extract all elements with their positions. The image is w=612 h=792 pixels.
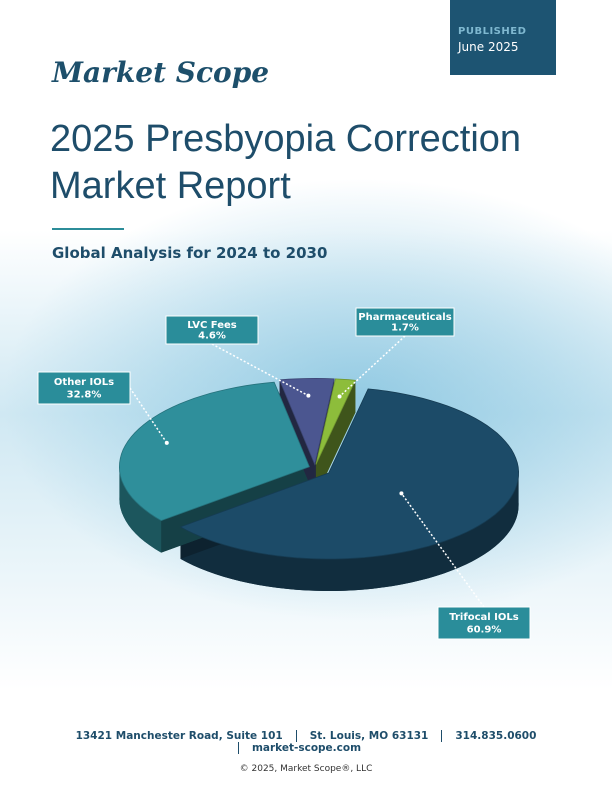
slice-side: [119, 466, 162, 553]
published-label: PUBLISHED: [458, 26, 527, 37]
leader-line: [129, 387, 168, 444]
label-box: [355, 307, 455, 337]
leader-dot: [337, 394, 342, 399]
title: 2025 Presbyopia Correction Market Report: [50, 118, 522, 207]
value-label: 60.9%: [467, 624, 502, 635]
label-box: [437, 606, 531, 640]
slice-cut: [315, 380, 356, 497]
leader-dot: [306, 393, 311, 398]
slice: [179, 388, 520, 560]
category-label: Pharmaceuticals: [358, 312, 451, 323]
leader-dot: [399, 491, 404, 496]
slice: [315, 378, 357, 465]
slice: [278, 377, 335, 466]
footer: 13421 Manchester Road, Suite 101 St. Loui…: [0, 730, 612, 754]
address: 13421 Manchester Road, Suite 101: [75, 730, 283, 742]
slice-side: [180, 473, 519, 591]
copyright: © 2025, Market Scope®, LLC: [239, 764, 373, 774]
city: St. Louis, MO 63131: [295, 730, 442, 742]
value-label: 4.6%: [198, 331, 226, 342]
published-tab: PUBLISHED June 2025: [450, 0, 556, 75]
phone: 314.835.0600: [441, 730, 549, 742]
leader-line: [400, 492, 485, 608]
leader-line: [339, 335, 406, 398]
published-date: June 2025: [458, 40, 519, 54]
brand: Market Scope: [52, 56, 270, 89]
category-label: LVC Fees: [187, 320, 237, 331]
rule: [52, 228, 124, 230]
label-box: [165, 315, 259, 345]
subtitle: Global Analysis for 2024 to 2030: [52, 244, 328, 262]
value-label: 32.8%: [67, 389, 102, 400]
website[interactable]: market-scope.com: [237, 742, 374, 754]
leader-dot: [164, 440, 169, 445]
slice: [118, 381, 310, 522]
label-box: [37, 371, 131, 405]
value-label: 1.7%: [391, 323, 419, 334]
category-label: Trifocal IOLs: [449, 612, 518, 623]
category-label: Other IOLs: [54, 377, 114, 388]
